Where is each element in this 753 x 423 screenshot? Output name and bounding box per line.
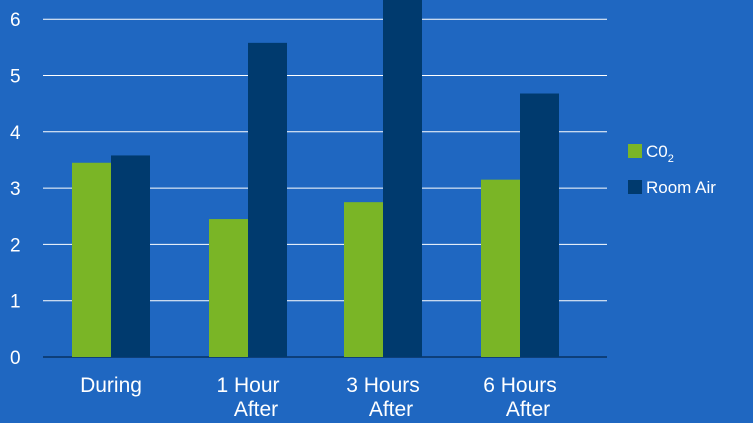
- y-tick-label: 0: [10, 348, 21, 369]
- bar-room-air: [520, 93, 559, 358]
- y-axis-ticks: 0 1 2 3 4 5 6: [10, 10, 21, 369]
- bar-co2: [72, 162, 111, 357]
- x-tick-label: After: [369, 398, 413, 421]
- x-tick-label: 3 Hours: [346, 374, 420, 397]
- legend-label: C02: [646, 142, 674, 165]
- bar-co2: [481, 179, 520, 357]
- y-tick-label: 5: [10, 67, 21, 88]
- x-tick-label: After: [506, 398, 550, 421]
- x-tick-label: During: [80, 374, 142, 397]
- legend-swatch: [628, 144, 642, 158]
- legend-label: Room Air: [646, 178, 716, 197]
- y-tick-label: 3: [10, 179, 21, 200]
- x-tick-label: After: [234, 398, 278, 421]
- legend: C02 Room Air: [628, 142, 716, 197]
- x-tick-label: 6 Hours: [483, 374, 557, 397]
- y-tick-label: 6: [10, 10, 21, 31]
- y-tick-label: 1: [10, 292, 21, 313]
- bar-room-air: [383, 0, 422, 357]
- y-tick-label: 4: [10, 123, 21, 144]
- bar-co2: [344, 202, 383, 357]
- bar-co2: [209, 219, 248, 357]
- x-tick-label: 1 Hour: [216, 374, 279, 397]
- bars: [72, 0, 559, 358]
- legend-swatch: [628, 180, 642, 194]
- y-tick-label: 2: [10, 235, 21, 256]
- bar-room-air: [111, 155, 150, 357]
- bar-room-air: [248, 42, 287, 357]
